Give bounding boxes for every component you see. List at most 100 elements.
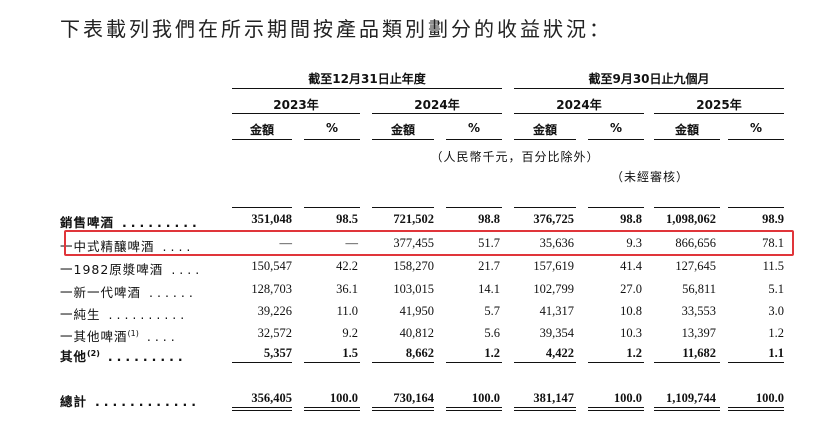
percent-cell: 14.1	[478, 282, 500, 296]
row-label: 一純生..........	[60, 304, 188, 323]
row-label: 一1982原漿啤酒....	[60, 259, 203, 278]
row-label-text: 總計	[60, 394, 88, 409]
amount-cell: 41,950	[399, 304, 434, 318]
grand-total-rule	[654, 407, 720, 408]
row-label-text: 一其他啤酒	[60, 329, 128, 344]
col-pct: %	[467, 121, 481, 135]
leader-dots: ............	[95, 394, 200, 409]
row-label-text: 其他	[60, 349, 88, 364]
sub-rule	[654, 139, 720, 140]
col-amount: 金額	[390, 123, 415, 137]
grand-total-rule	[446, 410, 502, 411]
total-rule	[514, 207, 576, 208]
row-label: 其他(2).........	[60, 346, 187, 365]
unaudited-note: （未經審核）	[610, 170, 689, 184]
amount-cell: 33,553	[681, 304, 716, 318]
subtotal-rule	[728, 362, 784, 363]
row-label: 一中式精釀啤酒....	[60, 236, 194, 255]
amount-cell: 13,397	[681, 326, 716, 340]
amount-cell: 56,811	[682, 282, 716, 296]
amount-cell: 128,703	[251, 282, 292, 296]
row-label-text: 一1982原漿啤酒	[60, 262, 164, 277]
percent-cell: 1.2	[768, 326, 784, 340]
amount-cell: 157,619	[533, 259, 574, 273]
percent-cell: 10.3	[620, 326, 642, 340]
total-rule	[588, 207, 644, 208]
leader-dots: ....	[171, 262, 204, 277]
highlight-box	[64, 230, 794, 256]
grand-total-rule	[372, 410, 434, 411]
percent-cell: 51.7	[478, 236, 500, 250]
unit-note: （人民幣千元，百分比除外）	[430, 150, 600, 164]
percent-cell: 5.7	[484, 304, 500, 318]
leader-dots: ....	[162, 239, 195, 254]
total-rule	[304, 207, 360, 208]
leader-dots: .........	[107, 349, 187, 364]
amount-cell: 39,354	[539, 326, 574, 340]
amount-cell: 11,682	[682, 346, 716, 360]
table-row: 其他(2)......... 5,357 1.5 8,662 1.2 4,422 1.2 11…	[0, 343, 823, 365]
amount-cell: 351,048	[251, 212, 292, 226]
subtotal-rule	[372, 362, 434, 363]
leader-dots: ..........	[108, 307, 189, 322]
grand-total-rule	[232, 407, 292, 408]
table-row: 一中式精釀啤酒.... — — 377,455 51.7 35,636 9.3 866,656…	[0, 233, 823, 255]
col-pct: %	[609, 121, 623, 135]
total-rule	[372, 207, 434, 208]
grand-total-rule	[372, 407, 434, 408]
year-rule	[514, 113, 644, 114]
group-header-year: 截至12月31日止年度	[308, 72, 426, 86]
intro-sentence: 下表載列我們在所示期間按產品類別劃分的收益狀況：	[60, 17, 612, 41]
year-rule	[372, 113, 502, 114]
grand-total-rule	[514, 410, 576, 411]
subtotal-rule	[232, 362, 292, 363]
sub-rule	[372, 139, 434, 140]
row-label-text: 銷售啤酒	[60, 215, 115, 230]
row-label-text: 一新一代啤酒	[60, 285, 142, 300]
sub-rule	[304, 139, 360, 140]
percent-cell: 1.2	[626, 346, 642, 360]
grand-total-rule	[304, 407, 360, 408]
row-label-text: 一中式精釀啤酒	[60, 239, 155, 254]
percent-cell: 9.3	[626, 236, 642, 250]
percent-cell: 100.0	[471, 391, 500, 405]
percent-cell: 78.1	[762, 236, 784, 250]
amount-cell: 158,270	[393, 259, 434, 273]
amount-cell: 8,662	[405, 346, 434, 360]
row-label: 一新一代啤酒......	[60, 282, 197, 301]
grand-total-rule	[232, 410, 292, 411]
table-row: 一1982原漿啤酒.... 150,547 42.2 158,270 21.7 157,6…	[0, 256, 823, 278]
footnote-marker: (1)	[127, 328, 139, 338]
subtotal-rule	[588, 362, 644, 363]
year-header: 2024年	[556, 98, 602, 112]
total-rule	[232, 207, 292, 208]
amount-cell: 721,502	[393, 212, 434, 226]
row-label-text: 一純生	[60, 307, 101, 322]
year-header: 2024年	[414, 98, 460, 112]
footnote-marker: (2)	[87, 348, 100, 358]
percent-cell: 98.8	[620, 212, 642, 226]
amount-cell: 40,812	[399, 326, 434, 340]
percent-cell: 100.0	[329, 391, 358, 405]
percent-cell: 98.9	[762, 212, 784, 226]
grand-total-rule	[728, 410, 784, 411]
percent-cell: 1.5	[342, 346, 358, 360]
amount-cell: 377,455	[393, 236, 434, 250]
sub-rule	[232, 139, 292, 140]
total-rule	[654, 207, 720, 208]
subtotal-rule	[304, 362, 360, 363]
leader-dots: ....	[146, 329, 179, 344]
amount-cell: 1,098,062	[666, 212, 716, 226]
group-header-nine-months: 截至9月30日止九個月	[588, 72, 710, 86]
amount-cell: 102,799	[533, 282, 574, 296]
percent-cell: 10.8	[620, 304, 642, 318]
table-row: 一其他啤酒(1).... 32,572 9.2 40,812 5.6 39,354 10.3…	[0, 323, 823, 345]
percent-cell: 3.0	[768, 304, 784, 318]
row-label: 銷售啤酒.........	[60, 212, 201, 231]
row-label: 總計............	[60, 391, 200, 410]
percent-cell: 1.1	[768, 346, 784, 360]
sub-rule	[446, 139, 502, 140]
table-row: 一純生.......... 39,226 11.0 41,950 5.7 41,317 10…	[0, 301, 823, 323]
col-amount: 金額	[532, 123, 557, 137]
table-row: 總計............ 356,405 100.0 730,164 100.0 38…	[0, 388, 823, 410]
